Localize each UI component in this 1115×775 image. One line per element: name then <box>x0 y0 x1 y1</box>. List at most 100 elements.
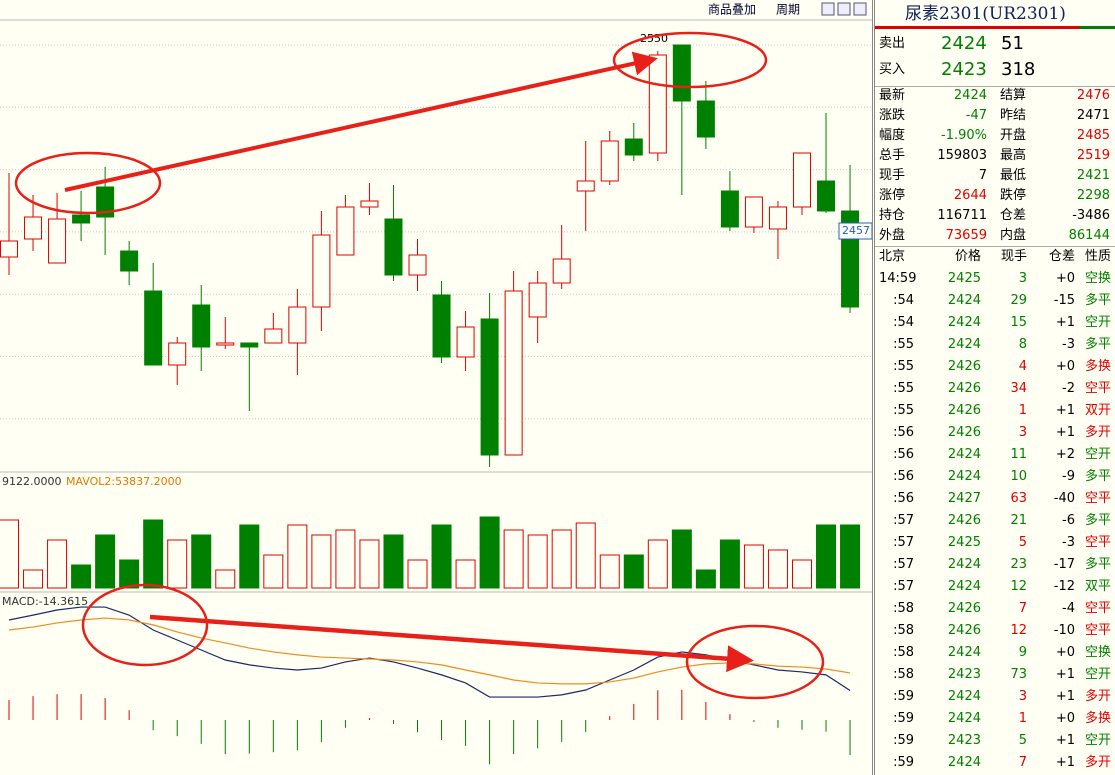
candle-body <box>744 196 763 228</box>
trade-oi: +1 <box>1055 733 1075 748</box>
trade-nature: 多换 <box>1084 359 1111 374</box>
trade-header: 价格 <box>954 249 981 264</box>
divider <box>875 246 1115 247</box>
trade-time: :59 <box>893 711 914 726</box>
marks: 2457 <box>0 44 872 765</box>
trade-price: 2424 <box>947 645 981 660</box>
candle-body <box>672 44 691 102</box>
volume-bar <box>575 522 596 589</box>
trade-time: :55 <box>893 381 914 396</box>
candle-body <box>576 180 595 192</box>
volume-bar <box>167 539 188 589</box>
volume-bar <box>503 529 524 589</box>
trade-oi: +1 <box>1055 315 1075 330</box>
trade-oi: +1 <box>1055 667 1075 682</box>
candle-body <box>504 290 523 456</box>
trade-time: :55 <box>893 337 914 352</box>
trade-volume: 10 <box>1010 469 1027 484</box>
trade-time: :55 <box>893 403 914 418</box>
trade-nature: 空换 <box>1084 645 1111 660</box>
volume-bar <box>95 534 116 589</box>
volume-bar <box>695 569 716 589</box>
trade-price: 2424 <box>947 711 981 726</box>
trade-price: 2426 <box>947 623 981 638</box>
volume-bar <box>119 559 140 589</box>
candle-body <box>240 342 259 348</box>
volume-bar <box>431 524 452 589</box>
chart: 商品叠加 周期 2457 2550 9122.0000 MAVOL2:53837… <box>0 2 872 765</box>
stat-value: 2476 <box>1076 88 1110 103</box>
trade-price: 2424 <box>947 469 981 484</box>
trade-time: :56 <box>893 447 914 462</box>
trade-time: :57 <box>893 557 914 572</box>
candle-body <box>552 258 571 284</box>
trade-price: 2426 <box>947 381 981 396</box>
stat-label: 涨跌 <box>879 108 906 123</box>
stat-value: -1.90% <box>941 128 987 143</box>
candle-body <box>168 342 187 366</box>
trade-price: 2423 <box>947 733 981 748</box>
menu-period[interactable]: 周期 <box>776 3 800 17</box>
trade-nature: 空开 <box>1084 315 1111 330</box>
stat-label: 仓差 <box>1000 208 1027 223</box>
stat-label: 开盘 <box>1000 128 1027 143</box>
trade-time: :57 <box>893 535 914 550</box>
candle-body <box>72 214 91 224</box>
volume-bar <box>335 529 356 589</box>
candle-body <box>144 290 163 366</box>
stat-label: 内盘 <box>1000 228 1027 243</box>
trade-header: 现手 <box>1000 249 1027 264</box>
stat-value: 2471 <box>1076 108 1110 123</box>
stat-value: -47 <box>965 108 987 123</box>
candle-body <box>624 138 643 156</box>
trade-time: :55 <box>893 359 914 374</box>
stat-value: 116711 <box>937 208 987 223</box>
volume-bar <box>359 539 380 589</box>
volume-bar <box>671 529 692 589</box>
sell-price: 2424 <box>941 33 987 54</box>
trade-nature: 空平 <box>1084 623 1111 638</box>
stat-value: 2424 <box>953 88 987 103</box>
stat-label: 结算 <box>1000 88 1027 103</box>
candle-body <box>720 190 739 228</box>
trade-oi: +1 <box>1055 403 1075 418</box>
trade-nature: 空开 <box>1084 733 1111 748</box>
candle-body <box>408 254 427 276</box>
trade-price: 2424 <box>947 689 981 704</box>
trade-time: :54 <box>893 293 914 308</box>
candle-body <box>456 326 475 358</box>
nav-button[interactable] <box>853 2 867 16</box>
stat-label: 现手 <box>879 168 906 183</box>
volume-bar <box>0 519 19 589</box>
stat-label: 跌停 <box>1000 188 1027 203</box>
trade-price: 2426 <box>947 601 981 616</box>
macd-dif-line <box>8 606 851 698</box>
trade-volume: 7 <box>1018 755 1027 770</box>
trade-time: :59 <box>893 733 914 748</box>
volume-bar <box>767 549 788 589</box>
trade-time: :56 <box>893 425 914 440</box>
trade-volume: 3 <box>1018 425 1027 440</box>
candle-body <box>288 306 307 344</box>
trade-nature: 空平 <box>1084 491 1111 506</box>
stat-label: 昨结 <box>1000 108 1027 123</box>
trade-oi: +1 <box>1055 755 1075 770</box>
trade-nature: 多换 <box>1084 711 1111 726</box>
candle-body <box>480 318 499 456</box>
stat-label: 最低 <box>1000 168 1027 183</box>
trade-oi: +1 <box>1055 425 1075 440</box>
trade-oi: -9 <box>1062 469 1075 484</box>
trade-volume: 15 <box>1010 315 1027 330</box>
menu-overlay[interactable]: 商品叠加 <box>708 2 756 17</box>
trade-time: :59 <box>893 689 914 704</box>
volume-bar <box>263 554 284 589</box>
volume-bar <box>623 554 644 589</box>
nav-button[interactable] <box>821 2 835 16</box>
trade-time: :58 <box>893 667 914 682</box>
volume-bar <box>647 539 668 589</box>
trade-oi: +0 <box>1055 359 1075 374</box>
trade-nature: 多开 <box>1084 689 1111 704</box>
trade-price: 2425 <box>947 535 981 550</box>
volume-bar <box>47 539 68 589</box>
nav-button[interactable] <box>837 2 851 16</box>
